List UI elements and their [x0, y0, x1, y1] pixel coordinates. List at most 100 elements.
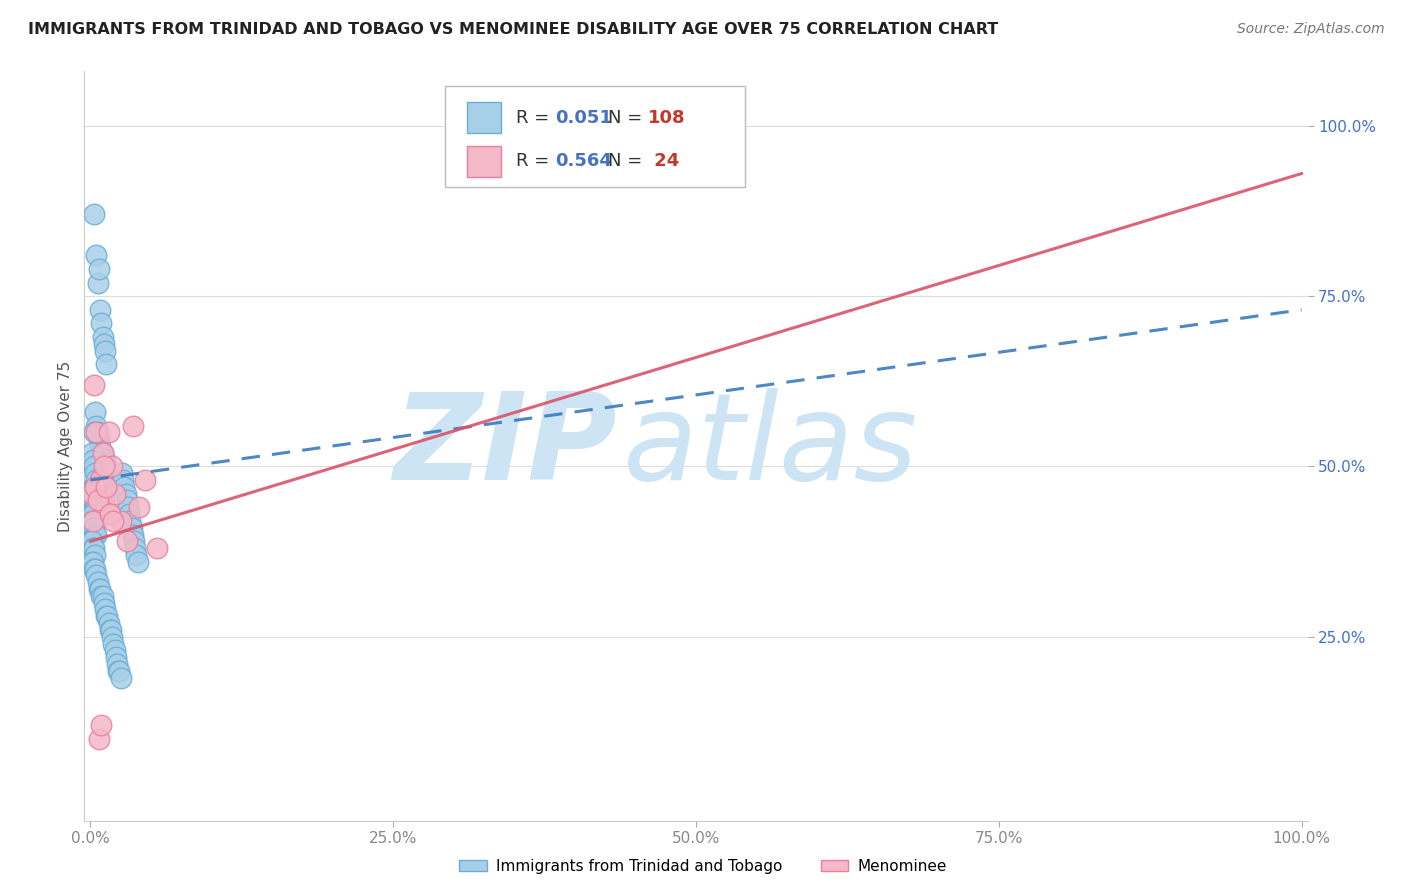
Point — [87, 432, 110, 446]
Point — [101, 459, 124, 474]
Point — [80, 446, 103, 460]
Point — [82, 452, 104, 467]
Point — [128, 500, 150, 515]
Point — [83, 521, 105, 535]
Point — [86, 480, 108, 494]
Point — [121, 418, 143, 433]
Point — [104, 643, 127, 657]
Point — [84, 459, 107, 474]
Point — [91, 507, 114, 521]
Point — [86, 568, 108, 582]
Point — [124, 541, 146, 556]
Point — [87, 500, 110, 515]
Point — [94, 480, 117, 494]
Point — [90, 446, 112, 460]
Point — [93, 336, 115, 351]
Point — [111, 467, 134, 481]
Point — [84, 480, 107, 494]
Point — [86, 486, 108, 500]
Text: 24: 24 — [648, 152, 679, 170]
Point — [82, 514, 104, 528]
Point — [84, 486, 107, 500]
Point — [86, 500, 108, 515]
Point — [117, 500, 139, 515]
Point — [86, 467, 108, 481]
Point — [94, 343, 117, 358]
Point — [103, 514, 125, 528]
Point — [146, 541, 169, 556]
Point — [91, 446, 114, 460]
Text: 0.564: 0.564 — [555, 152, 612, 170]
Text: Source: ZipAtlas.com: Source: ZipAtlas.com — [1237, 22, 1385, 37]
Point — [105, 657, 128, 671]
Point — [82, 480, 104, 494]
Point — [122, 534, 145, 549]
Point — [89, 493, 111, 508]
Point — [87, 486, 110, 500]
Point — [96, 609, 118, 624]
Point — [114, 486, 136, 500]
Point — [86, 500, 108, 515]
Point — [94, 602, 117, 616]
Point — [89, 439, 111, 453]
Point — [90, 473, 112, 487]
Point — [86, 425, 108, 440]
Text: IMMIGRANTS FROM TRINIDAD AND TOBAGO VS MENOMINEE DISABILITY AGE OVER 75 CORRELAT: IMMIGRANTS FROM TRINIDAD AND TOBAGO VS M… — [28, 22, 998, 37]
Point — [90, 493, 112, 508]
Point — [125, 548, 148, 562]
Point — [90, 589, 112, 603]
FancyBboxPatch shape — [467, 145, 502, 177]
Point — [84, 467, 107, 481]
Point — [86, 467, 108, 481]
Point — [121, 521, 143, 535]
Text: R =: R = — [516, 109, 555, 127]
Point — [83, 561, 105, 575]
Point — [84, 500, 107, 515]
Point — [93, 459, 115, 474]
Point — [80, 514, 103, 528]
Point — [104, 650, 127, 665]
Point — [91, 589, 114, 603]
Point — [93, 480, 115, 494]
Point — [80, 555, 103, 569]
Point — [87, 582, 110, 596]
Point — [94, 452, 117, 467]
Point — [82, 507, 104, 521]
Point — [104, 486, 127, 500]
Point — [89, 507, 111, 521]
Point — [112, 480, 135, 494]
Point — [91, 473, 114, 487]
Point — [89, 473, 111, 487]
FancyBboxPatch shape — [467, 103, 502, 134]
Point — [90, 507, 112, 521]
Point — [86, 527, 108, 541]
Point — [80, 486, 103, 500]
Text: atlas: atlas — [623, 387, 918, 505]
Point — [83, 425, 105, 440]
Point — [108, 664, 131, 678]
Text: 0.051: 0.051 — [555, 109, 612, 127]
Point — [89, 582, 111, 596]
Point — [90, 718, 112, 732]
Point — [118, 507, 141, 521]
Point — [86, 473, 108, 487]
Point — [101, 630, 124, 644]
Point — [82, 493, 104, 508]
Point — [84, 561, 107, 575]
Point — [107, 664, 129, 678]
Point — [115, 534, 138, 549]
Point — [83, 459, 105, 474]
Point — [83, 500, 105, 515]
Point — [96, 609, 118, 624]
Point — [121, 527, 143, 541]
Text: R =: R = — [516, 152, 555, 170]
Text: ZIP: ZIP — [392, 387, 616, 505]
Legend: Immigrants from Trinidad and Tobago, Menominee: Immigrants from Trinidad and Tobago, Men… — [453, 853, 953, 880]
Point — [112, 473, 135, 487]
Point — [120, 514, 142, 528]
Point — [86, 486, 108, 500]
Point — [91, 330, 114, 344]
FancyBboxPatch shape — [446, 87, 745, 187]
Point — [97, 616, 120, 631]
Point — [83, 541, 105, 556]
